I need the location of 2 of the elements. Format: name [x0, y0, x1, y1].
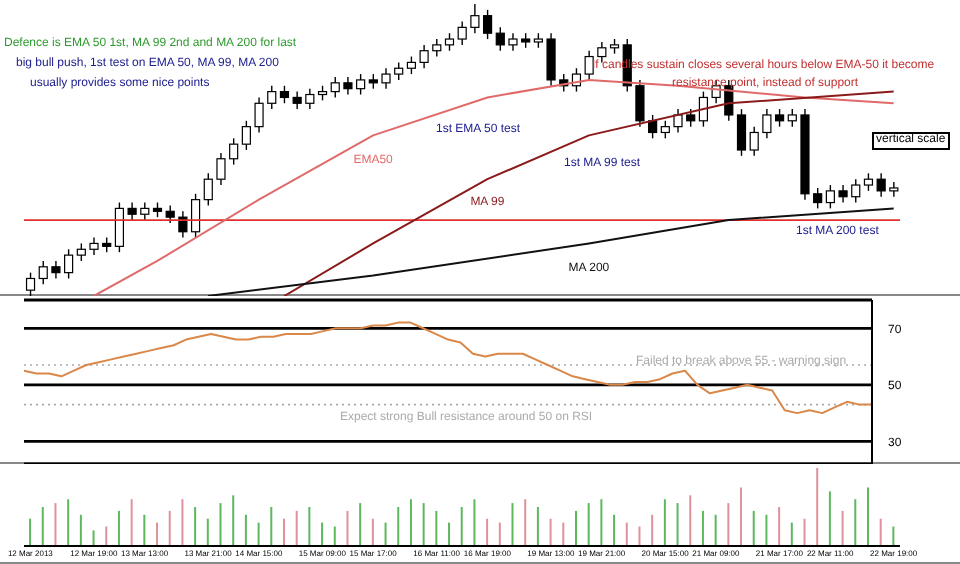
- line-series: [23, 321, 873, 415]
- candlestick: [736, 108, 747, 157]
